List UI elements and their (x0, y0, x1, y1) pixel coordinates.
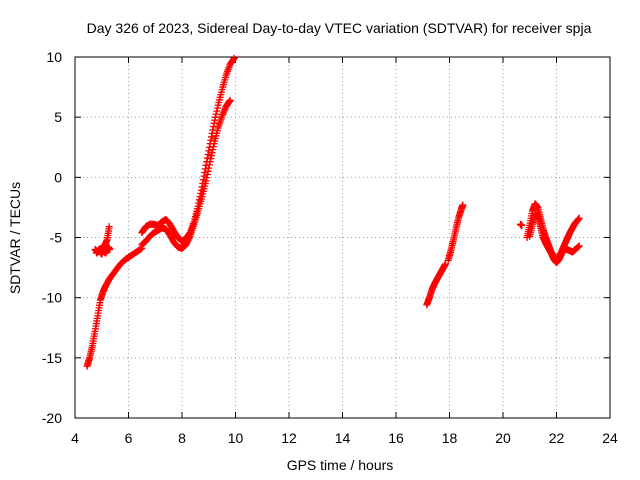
data-point (226, 96, 234, 104)
chart-title: Day 326 of 2023, Sidereal Day-to-day VTE… (87, 20, 592, 36)
data-point (205, 164, 213, 172)
y-axis-label: SDTVAR / TECUs (7, 182, 23, 294)
data-point (205, 161, 213, 169)
data-point (207, 152, 215, 160)
data-point (207, 155, 215, 163)
data-point (575, 242, 583, 250)
data-point (575, 215, 583, 223)
data-point (213, 104, 221, 112)
series-sdtvar_oscillation_upper (138, 54, 238, 245)
data-point (210, 119, 218, 127)
data-point (459, 201, 467, 209)
tick-labels: 4 6 8 10 12 14 16 18 20 22 24 -20 -15 -10 -5 0 5 10 (42, 49, 618, 446)
x-tick-label: 4 (71, 430, 79, 446)
x-tick-label: 6 (125, 430, 133, 446)
data-point (211, 113, 219, 121)
data-point (207, 136, 215, 144)
data-point (206, 158, 214, 166)
x-tick-label: 16 (388, 430, 404, 446)
grid-layer (75, 57, 610, 418)
series-sdtvar_early_block_b (92, 223, 113, 258)
data-point (185, 234, 193, 242)
y-tick-label: 10 (46, 49, 62, 65)
data-point (229, 55, 237, 63)
data-point (203, 174, 211, 182)
x-tick-label: 18 (442, 430, 458, 446)
data-point (209, 146, 217, 154)
x-tick-label: 10 (228, 430, 244, 446)
data-point (106, 246, 114, 254)
data-point (221, 106, 229, 114)
series-sdtvar_main_rise (83, 244, 146, 370)
x-tick-label: 12 (281, 430, 297, 446)
series-sdtvar_oscillation_lower (138, 96, 234, 252)
y-tick-label: -5 (50, 230, 63, 246)
data-point (219, 110, 227, 118)
y-tick-label: -15 (42, 350, 62, 366)
data-point (574, 216, 582, 224)
data-point (203, 171, 211, 179)
series-sdtvar_evening_segment_b (444, 201, 467, 264)
data-point (202, 177, 210, 185)
data-point (213, 107, 221, 115)
data-point (225, 97, 233, 105)
series-sdtvar_late_peak_b (526, 211, 583, 267)
x-axis-label: GPS time / hours (287, 457, 394, 473)
data-point (441, 260, 449, 268)
data-point (575, 214, 583, 222)
data-point (518, 221, 526, 229)
data-point (220, 107, 228, 115)
data-point (105, 223, 113, 231)
y-tick-label: -20 (42, 410, 62, 426)
y-tick-label: -10 (42, 290, 62, 306)
series-sdtvar_evening_segment_a (423, 260, 449, 309)
x-tick-label: 8 (178, 430, 186, 446)
data-point (219, 109, 227, 117)
data-point (209, 143, 217, 151)
data-point (212, 110, 220, 118)
y-tick-label: 0 (54, 169, 62, 185)
series-sdtvar_late_isolated (516, 220, 526, 229)
data-point (204, 167, 212, 175)
x-tick-label: 20 (495, 430, 511, 446)
y-tick-label: 5 (54, 109, 62, 125)
axis-ticks (74, 56, 611, 419)
x-tick-label: 22 (549, 430, 565, 446)
data-points (83, 54, 583, 370)
x-tick-label: 24 (602, 430, 618, 446)
data-point (204, 150, 212, 158)
data-point (218, 112, 226, 120)
data-point (207, 133, 215, 141)
data-point (208, 149, 216, 157)
data-point (211, 116, 219, 124)
data-point (230, 54, 238, 62)
x-tick-label: 14 (335, 430, 351, 446)
